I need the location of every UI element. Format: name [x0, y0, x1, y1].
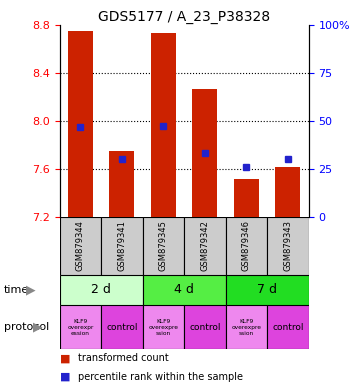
Bar	[275, 167, 300, 217]
Bar	[60, 275, 143, 305]
Bar	[192, 89, 217, 217]
Text: control: control	[272, 323, 304, 332]
Bar	[68, 31, 93, 217]
Text: 7 d: 7 d	[257, 283, 277, 296]
Text: GSM879344: GSM879344	[76, 220, 85, 271]
Text: 4 d: 4 d	[174, 283, 194, 296]
Bar	[226, 217, 267, 275]
Text: GSM879342: GSM879342	[200, 220, 209, 271]
Bar	[101, 305, 143, 349]
Text: protocol: protocol	[4, 322, 49, 333]
Text: GSM879345: GSM879345	[159, 220, 168, 271]
Bar	[101, 217, 143, 275]
Bar	[226, 305, 267, 349]
Bar	[60, 305, 101, 349]
Bar	[234, 179, 259, 217]
Text: ■: ■	[60, 353, 70, 363]
Bar	[184, 217, 226, 275]
Text: KLF9
overexpr
ession: KLF9 overexpr ession	[67, 319, 93, 336]
Text: GSM879346: GSM879346	[242, 220, 251, 271]
Text: KLF9
overexpre
ssion: KLF9 overexpre ssion	[231, 319, 261, 336]
Title: GDS5177 / A_23_P38328: GDS5177 / A_23_P38328	[98, 10, 270, 24]
Text: control: control	[106, 323, 138, 332]
Bar	[143, 217, 184, 275]
Text: time: time	[4, 285, 29, 295]
Text: 2 d: 2 d	[91, 283, 111, 296]
Bar	[226, 275, 309, 305]
Text: ▶: ▶	[26, 283, 35, 296]
Bar	[60, 217, 101, 275]
Bar	[143, 305, 184, 349]
Text: control: control	[189, 323, 221, 332]
Text: percentile rank within the sample: percentile rank within the sample	[78, 372, 243, 382]
Bar	[109, 151, 134, 217]
Text: GSM879341: GSM879341	[117, 220, 126, 271]
Text: ■: ■	[60, 372, 70, 382]
Bar	[184, 305, 226, 349]
Bar	[143, 275, 226, 305]
Text: KLF9
overexpre
ssion: KLF9 overexpre ssion	[148, 319, 178, 336]
Text: transformed count: transformed count	[78, 353, 168, 363]
Bar	[267, 305, 309, 349]
Bar	[151, 33, 176, 217]
Text: GSM879343: GSM879343	[283, 220, 292, 271]
Bar	[267, 217, 309, 275]
Text: ▶: ▶	[33, 321, 43, 334]
